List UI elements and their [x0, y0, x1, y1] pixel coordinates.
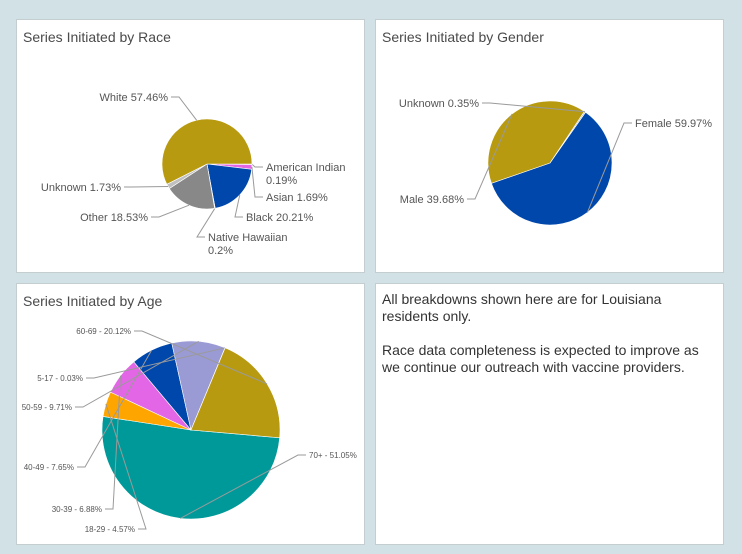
race-slice-white-57-46pct-leader-line — [171, 96, 197, 121]
gender-slice-male-39-68pct-leader-line — [467, 113, 513, 200]
notes-panel: All breakdowns shown here are for Louisi… — [375, 283, 724, 545]
race-slice-other-18-53pct-leader-line — [151, 204, 190, 218]
note-paragraph-race-completeness: Race data completeness is expected to im… — [382, 342, 699, 375]
age-chart-panel: 70+ - 51.05% 18-29 - 4.57% 30-39 - 6.88% 40… — [16, 283, 365, 545]
age-slice-30-39-6-88pct-leader-line — [105, 375, 121, 510]
race-slice-american-indian-0-19pct-label: American Indian 0.19% — [266, 162, 346, 187]
race-chart-title: Series Initiated by Race — [23, 29, 171, 45]
age-slice-40-49-7-65pct-label: 40-49 - 7.65% — [24, 463, 74, 472]
gender-slice-male-39-68pct-label: Male 39.68% — [400, 194, 464, 206]
notes-text: All breakdowns shown here are for Louisi… — [382, 291, 717, 393]
gender-chart-panel: Female 59.97% Male 39.68% Unknown 0.35% Se… — [375, 19, 724, 273]
age-pie-chart: 70+ - 51.05% 18-29 - 4.57% 30-39 - 6.88% 40… — [22, 327, 357, 534]
gender-slice-unknown-0-35pct-leader-line — [482, 102, 586, 113]
race-slice-asian-1-69pct-leader-line — [251, 166, 263, 198]
gender-slice-female-59-97pct-label: Female 59.97% — [635, 118, 712, 130]
race-slice-asian-1-69pct-label: Asian 1.69% — [266, 192, 328, 204]
race-slice-black-20-21pct[interactable] — [206, 163, 253, 209]
gender-slice-female-59-97pct-leader-line — [586, 122, 632, 213]
race-slice-black-20-21pct-leader-line — [234, 194, 243, 218]
race-slice-native-hawaiian-0-2pct-label: Native Hawaiian 0.2% — [208, 232, 287, 257]
age-slice-60-69-20-12pct-label: 60-69 - 20.12% — [76, 327, 131, 336]
note-paragraph-residents: All breakdowns shown here are for Louisi… — [382, 291, 662, 324]
age-slice-18-29-4-57pct-leader-line — [105, 403, 147, 530]
age-slice-5-17-0-03pct-label: 5-17 - 0.03% — [37, 374, 83, 383]
age-slice-18-29-4-57pct-label: 18-29 - 4.57% — [85, 525, 135, 534]
gender-slice-unknown-0-35pct-label: Unknown 0.35% — [399, 98, 479, 110]
race-slice-black-20-21pct-label: Black 20.21% — [246, 212, 313, 224]
race-chart-panel: American Indian 0.19% Asian 1.69% Black 20.… — [16, 19, 365, 273]
age-slice-40-49-7-65pct-leader-line — [77, 349, 153, 468]
race-slice-other-18-53pct-label: Other 18.53% — [80, 212, 148, 224]
race-slice-american-indian-0-19pct-leader-line — [251, 163, 263, 168]
age-slice-50-59-9-71pct-label: 50-59 - 9.71% — [22, 403, 72, 412]
age-slice-5-17-0-03pct-leader-line — [86, 347, 226, 379]
race-slice-white-57-46pct-label: White 57.46% — [100, 92, 169, 104]
age-chart-title: Series Initiated by Age — [23, 293, 163, 309]
gender-pie-chart: Female 59.97% Male 39.68% Unknown 0.35% — [399, 98, 712, 226]
race-pie-chart: American Indian 0.19% Asian 1.69% Black 20.… — [41, 92, 346, 257]
age-slice-70plus-51-05pct-leader-line — [180, 454, 306, 519]
age-slice-60-69-20-12pct-leader-line — [134, 330, 268, 385]
race-slice-unknown-1-73pct-label: Unknown 1.73% — [41, 182, 121, 194]
race-slice-native-hawaiian-0-2pct-leader-line — [196, 208, 216, 238]
race-slice-unknown-1-73pct-leader-line — [124, 186, 169, 188]
age-slice-70plus-51-05pct-label: 70+ - 51.05% — [309, 451, 357, 460]
age-slice-30-39-6-88pct-label: 30-39 - 6.88% — [52, 505, 102, 514]
gender-chart-title: Series Initiated by Gender — [382, 29, 544, 45]
